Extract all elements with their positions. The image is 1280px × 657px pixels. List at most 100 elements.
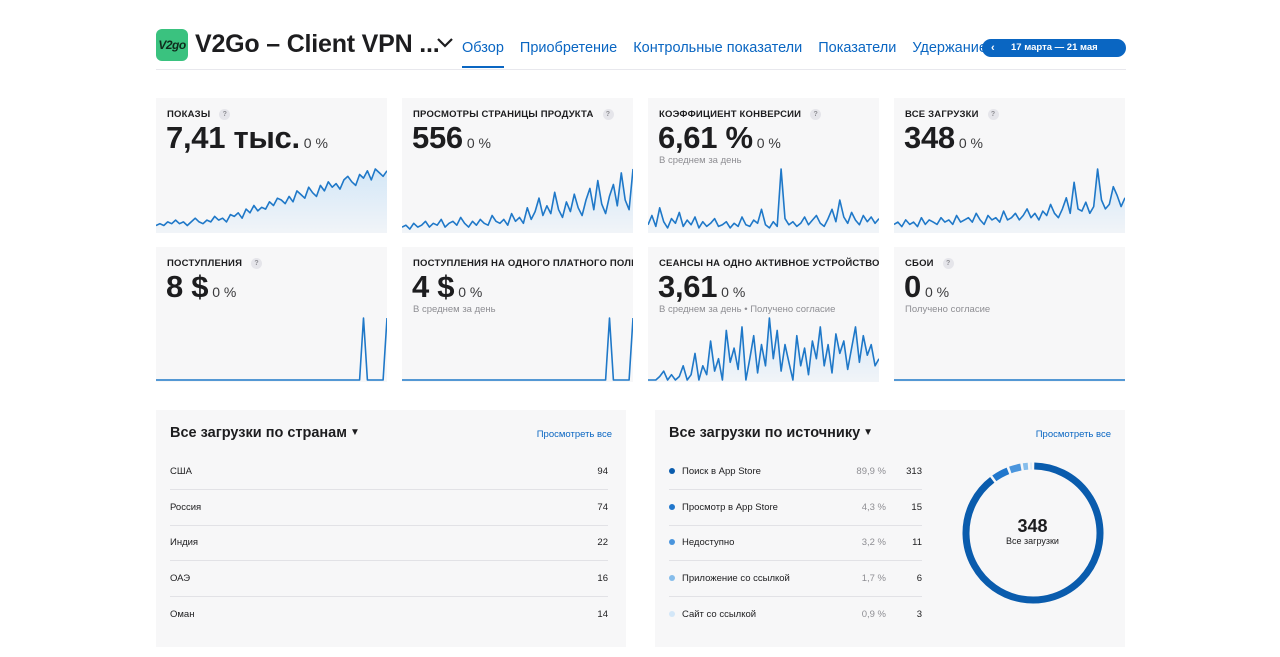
tab-metrics[interactable]: Показатели (818, 40, 897, 56)
tab-overview[interactable]: Обзор (462, 40, 504, 70)
sparkline-area (648, 318, 879, 382)
panel-title-dropdown[interactable]: Все загрузки по источнику ▼ (669, 425, 874, 441)
sparkline-chart (402, 317, 633, 381)
app-icon: V2go (156, 29, 188, 61)
metric-value: 3,61 0 % (658, 269, 746, 304)
row-value: 94 (597, 466, 608, 477)
view-all-link[interactable]: Просмотреть все (1035, 429, 1111, 440)
metric-card-impressions[interactable]: ПОКАЗЫ? 7,41 тыс. 0 % (156, 98, 387, 233)
row-value: 3 (916, 609, 922, 620)
metric-change: 0 % (756, 135, 781, 151)
list-item[interactable]: Сайт со ссылкой 0,9 % 3 (669, 597, 922, 633)
metric-change: 0 % (458, 284, 483, 300)
tab-retention[interactable]: Удержание (912, 40, 987, 56)
panel-title-dropdown[interactable]: Все загрузки по странам ▼ (170, 425, 360, 441)
metric-card-sessions-per-device[interactable]: СЕАНСЫ НА ОДНО АКТИВНОЕ УСТРОЙСТВО 3,61 0… (648, 247, 879, 382)
sparkline-area (402, 169, 633, 233)
row-name: Оман (170, 609, 195, 620)
downloads-by-source-panel: Все загрузки по источнику ▼ Просмотреть в… (655, 410, 1125, 647)
help-icon[interactable]: ? (810, 109, 822, 120)
metric-value: 6,61 % 0 % (658, 120, 781, 155)
legend-dot (669, 611, 675, 617)
chevron-down-icon: ▼ (349, 427, 360, 438)
metric-label: ПОСТУПЛЕНИЯ НА ОДНОГО ПЛАТНОГО ПОЛЬЗ (413, 258, 633, 269)
app-title[interactable]: V2Go – Client VPN ... (195, 30, 440, 58)
metric-subtitle: В среднем за день (413, 304, 496, 315)
sparkline-area (156, 169, 387, 233)
list-item[interactable]: Поиск в App Store 89,9 % 313 (669, 454, 922, 490)
app-header: V2go V2Go – Client VPN ... Обзор Приобре… (156, 28, 1126, 70)
row-name: Просмотр в App Store (682, 502, 778, 513)
help-icon[interactable]: ? (942, 258, 954, 269)
metric-label: ПОСТУПЛЕНИЯ? (167, 258, 263, 269)
row-percent: 1,7 % (861, 573, 886, 584)
row-name: Приложение со ссылкой (682, 573, 790, 584)
sparkline-area (894, 169, 1125, 233)
donut-segment-app-referrer[interactable] (1022, 462, 1029, 471)
legend-dot (669, 575, 675, 581)
view-all-link[interactable]: Просмотреть все (536, 429, 612, 440)
list-item[interactable]: Приложение со ссылкой 1,7 % 6 (669, 561, 922, 597)
help-icon[interactable]: ? (219, 109, 231, 120)
row-percent: 89,9 % (856, 466, 886, 477)
row-percent: 3,2 % (861, 537, 886, 548)
row-name: Недоступно (682, 537, 735, 548)
metric-card-proceeds-per-paying-user[interactable]: ПОСТУПЛЕНИЯ НА ОДНОГО ПЛАТНОГО ПОЛЬЗ 4 $… (402, 247, 633, 382)
table-row[interactable]: ОАЭ 16 (170, 561, 608, 597)
help-icon[interactable]: ? (987, 109, 999, 120)
donut-segment-unavailable[interactable] (1009, 463, 1022, 474)
row-percent: 4,3 % (861, 502, 886, 513)
metric-label: ВСЕ ЗАГРУЗКИ? (905, 109, 999, 120)
row-name: США (170, 466, 192, 477)
metric-change: 0 % (466, 135, 491, 151)
table-row[interactable]: США 94 (170, 454, 608, 490)
sparkline-chart (648, 168, 879, 233)
tab-benchmarks[interactable]: Контрольные показатели (633, 40, 803, 56)
table-row[interactable]: Индия 22 (170, 525, 608, 561)
metric-change: 0 % (958, 135, 983, 151)
sparkline-line (648, 317, 879, 381)
help-icon[interactable]: ? (602, 109, 614, 120)
row-name: Индия (170, 537, 199, 548)
table-row[interactable]: Оман 14 (170, 597, 608, 633)
row-value: 74 (597, 502, 608, 513)
metric-card-total-downloads[interactable]: ВСЕ ЗАГРУЗКИ? 348 0 % (894, 98, 1125, 233)
list-item[interactable]: Недоступно 3,2 % 11 (669, 525, 922, 561)
row-value: 22 (597, 537, 608, 548)
tab-acquisition[interactable]: Приобретение (519, 40, 618, 56)
sparkline-chart (402, 168, 633, 233)
metric-card-product-page-views[interactable]: ПРОСМОТРЫ СТРАНИЦЫ ПРОДУКТА? 556 0 % (402, 98, 633, 233)
metric-subtitle: В среднем за день (659, 155, 742, 166)
metric-label: СЕАНСЫ НА ОДНО АКТИВНОЕ УСТРОЙСТВО (659, 258, 879, 269)
metric-card-conversion-rate[interactable]: КОЭФФИЦИЕНТ КОНВЕРСИИ? 6,61 % 0 % В средн… (648, 98, 879, 233)
sparkline-line (648, 168, 879, 229)
row-value: 14 (597, 609, 608, 620)
list-item[interactable]: Просмотр в App Store 4,3 % 15 (669, 490, 922, 526)
metric-card-proceeds[interactable]: ПОСТУПЛЕНИЯ? 8 $0 % (156, 247, 387, 382)
metric-value: 8 $0 % (166, 269, 237, 304)
metric-change: 0 % (721, 284, 746, 300)
row-value: 16 (597, 573, 608, 584)
date-range-button[interactable]: ‹ 17 марта — 21 мая (982, 39, 1126, 57)
metric-label: ПОКАЗЫ? (167, 109, 231, 120)
help-icon[interactable]: ? (251, 258, 263, 269)
metric-change: 0 % (212, 284, 237, 300)
chevron-down-icon[interactable] (436, 36, 454, 50)
table-row[interactable]: Россия 74 (170, 490, 608, 526)
sparkline-line (402, 168, 633, 230)
sparkline-line (156, 317, 387, 381)
metric-label: СБОИ? (905, 258, 954, 269)
legend-dot (669, 539, 675, 545)
row-value: 6 (916, 573, 922, 584)
sparkline-chart (894, 379, 1125, 381)
metric-change: 0 % (303, 135, 328, 151)
chevron-left-icon[interactable]: ‹ (991, 42, 995, 54)
metric-label: КОЭФФИЦИЕНТ КОНВЕРСИИ? (659, 109, 822, 120)
donut-chart (962, 462, 1104, 604)
sparkline-line (894, 168, 1125, 228)
donut-segment-search[interactable] (962, 462, 1104, 604)
metric-label: ПРОСМОТРЫ СТРАНИЦЫ ПРОДУКТА? (413, 109, 614, 120)
donut-segment-browse[interactable] (992, 467, 1010, 482)
